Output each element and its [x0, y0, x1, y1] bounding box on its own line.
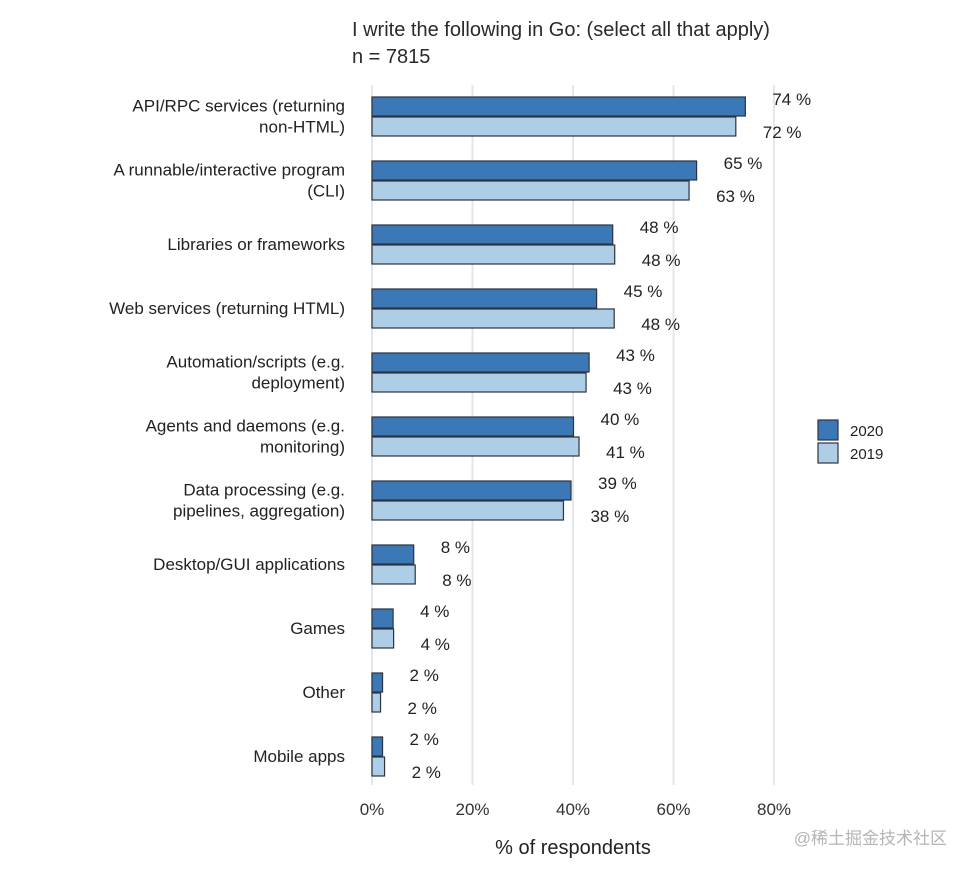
- category-label: Agents and daemons (e.g.: [146, 417, 345, 436]
- data-label-2020: 2 %: [410, 666, 439, 685]
- x-tick-label: 80%: [757, 800, 791, 819]
- bar-2020: [371, 96, 746, 117]
- legend-label-2020: 2020: [850, 423, 883, 440]
- category-label: monitoring): [260, 438, 345, 457]
- bar-2020: [371, 672, 384, 693]
- bar-2019: [371, 692, 382, 713]
- x-tick-label: 60%: [656, 800, 690, 819]
- bar-2020: [371, 736, 384, 757]
- bar-2019: [371, 756, 386, 777]
- data-label-2020: 4 %: [420, 602, 449, 621]
- category-label: non-HTML): [259, 118, 345, 137]
- bar-2020: [371, 224, 614, 245]
- data-label-2020: 48 %: [640, 218, 679, 237]
- bar-2019: [371, 372, 587, 393]
- data-label-2020: 74 %: [772, 90, 811, 109]
- bar-2019: [371, 628, 395, 649]
- category-label: Web services (returning HTML): [109, 299, 345, 318]
- bar-2020: [371, 608, 394, 629]
- category-label: Games: [290, 619, 345, 638]
- bar-2020: [371, 288, 598, 309]
- data-label-2020: 65 %: [724, 154, 763, 173]
- data-label-2019: 43 %: [613, 379, 652, 398]
- data-label-2019: 72 %: [763, 123, 802, 142]
- data-label-2020: 39 %: [598, 474, 637, 493]
- chart-subtitle: n = 7815: [352, 46, 431, 68]
- bar-2020: [371, 352, 590, 373]
- category-label: API/RPC services (returning: [132, 97, 345, 116]
- category-label: Libraries or frameworks: [167, 235, 345, 254]
- x-tick-label: 40%: [556, 800, 590, 819]
- category-label: A runnable/interactive program: [113, 161, 345, 180]
- bar-2020: [371, 160, 698, 181]
- data-label-2020: 8 %: [441, 538, 470, 557]
- bar-2020: [371, 544, 415, 565]
- bar-2019: [371, 180, 690, 201]
- data-label-2019: 63 %: [716, 187, 755, 206]
- data-label-2019: 48 %: [642, 251, 681, 270]
- category-label: Mobile apps: [253, 747, 345, 766]
- data-label-2020: 43 %: [616, 346, 655, 365]
- category-label: Data processing (e.g.: [183, 481, 345, 500]
- data-label-2019: 8 %: [442, 571, 471, 590]
- data-label-2019: 48 %: [641, 315, 680, 334]
- bar-2019: [371, 564, 416, 585]
- bar-2019: [371, 116, 737, 137]
- category-label: Automation/scripts (e.g.: [166, 353, 345, 372]
- legend-swatch-2020: [817, 419, 839, 441]
- bar-2020: [371, 480, 572, 501]
- x-tick-label: 0%: [360, 800, 385, 819]
- bar-2019: [371, 244, 616, 265]
- data-label-2020: 40 %: [601, 410, 640, 429]
- data-label-2019: 41 %: [606, 443, 645, 462]
- legend-swatch-2019: [817, 442, 839, 464]
- category-label: pipelines, aggregation): [173, 502, 345, 521]
- watermark: @稀土掘金技术社区: [793, 829, 947, 848]
- data-label-2019: 4 %: [421, 635, 450, 654]
- data-label-2020: 2 %: [410, 730, 439, 749]
- x-tick-label: 20%: [455, 800, 489, 819]
- bar-2019: [371, 500, 565, 521]
- category-label: (CLI): [307, 182, 345, 201]
- legend-label-2019: 2019: [850, 446, 883, 463]
- bar-2020: [371, 416, 575, 437]
- data-label-2020: 45 %: [624, 282, 663, 301]
- data-label-2019: 2 %: [412, 763, 441, 782]
- data-label-2019: 2 %: [408, 699, 437, 718]
- x-axis-label: % of respondents: [495, 837, 651, 859]
- chart-title: I write the following in Go: (select all…: [352, 19, 770, 41]
- bar-2019: [371, 436, 580, 457]
- category-label: Other: [302, 683, 345, 702]
- category-label: Desktop/GUI applications: [153, 555, 345, 574]
- category-label: deployment): [251, 374, 345, 393]
- data-label-2019: 38 %: [590, 507, 629, 526]
- bar-2019: [371, 308, 615, 329]
